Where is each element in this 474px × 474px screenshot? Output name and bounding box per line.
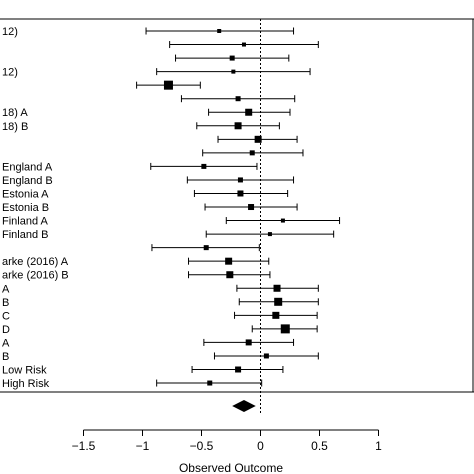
point-estimate xyxy=(234,122,242,130)
study-label: England B xyxy=(2,175,53,187)
study-label: Low Risk xyxy=(2,365,47,377)
point-estimate xyxy=(280,218,285,223)
study-row xyxy=(150,162,258,170)
point-estimate xyxy=(274,297,283,306)
study-label: England A xyxy=(2,161,53,173)
point-estimate xyxy=(249,150,255,156)
x-tick-label: 0 xyxy=(257,439,264,453)
study-row xyxy=(193,189,289,197)
study-row xyxy=(204,203,298,211)
study-label: B xyxy=(2,297,9,309)
study-row xyxy=(208,108,291,116)
point-estimate xyxy=(237,190,244,197)
study-label: 12) xyxy=(2,67,18,79)
study-row xyxy=(188,271,271,279)
study-label: 18) B xyxy=(2,121,28,133)
study-label: High Risk xyxy=(2,378,50,390)
summary-diamond xyxy=(232,400,256,412)
point-estimate xyxy=(263,353,269,359)
study-row xyxy=(203,338,295,346)
study-row xyxy=(213,352,319,360)
point-estimate xyxy=(203,245,209,251)
study-label: arke (2016) B xyxy=(2,270,69,282)
study-label: A xyxy=(2,337,10,349)
study-row xyxy=(236,284,319,292)
study-label: A xyxy=(2,283,10,295)
study-row xyxy=(202,149,304,157)
study-row xyxy=(156,379,263,387)
x-tick-label: −1.5 xyxy=(72,439,96,453)
study-label: 18) A xyxy=(2,107,28,119)
point-estimate xyxy=(272,311,280,319)
study-label: Finland A xyxy=(2,216,49,228)
point-estimate xyxy=(254,135,262,143)
point-estimate xyxy=(231,69,236,74)
study-row xyxy=(217,135,298,143)
point-estimate xyxy=(235,366,242,373)
x-axis-label: Observed Outcome xyxy=(179,461,283,474)
x-tick-label: 0.5 xyxy=(311,439,328,453)
point-estimate xyxy=(217,29,222,33)
point-estimate xyxy=(235,96,241,102)
study-row xyxy=(169,41,319,49)
point-estimate xyxy=(229,55,235,61)
point-estimate xyxy=(201,163,207,169)
study-rows xyxy=(136,27,341,387)
point-estimate xyxy=(245,108,253,116)
x-tick-label: −0.5 xyxy=(190,439,214,453)
study-row xyxy=(225,217,341,225)
x-tick-label: 1 xyxy=(375,439,382,453)
study-label: Estonia A xyxy=(2,188,49,200)
point-estimate xyxy=(226,271,234,279)
plot-frame xyxy=(0,18,474,393)
study-row xyxy=(136,80,201,90)
study-label: B xyxy=(2,351,9,363)
point-estimate xyxy=(248,204,255,211)
study-label: arke (2016) A xyxy=(2,256,69,268)
point-estimate xyxy=(267,232,272,237)
point-estimate xyxy=(207,380,213,386)
study-row xyxy=(151,244,260,252)
study-row xyxy=(234,311,318,319)
study-row xyxy=(238,297,319,306)
study-row xyxy=(145,27,295,35)
study-row xyxy=(191,366,284,373)
study-row xyxy=(186,176,295,184)
study-row xyxy=(251,324,318,334)
x-axis: −1.5 −1 −0.5 0 0.5 1 xyxy=(72,429,382,453)
point-estimate xyxy=(241,42,246,47)
study-row xyxy=(156,68,311,76)
study-row xyxy=(196,122,280,130)
point-estimate xyxy=(163,80,173,90)
study-label: Estonia B xyxy=(2,202,49,214)
study-label: C xyxy=(2,310,10,322)
study-label: 12) xyxy=(2,26,18,38)
point-estimate xyxy=(280,324,290,334)
x-tick-label: −1 xyxy=(136,439,150,453)
study-label: D xyxy=(2,324,10,336)
point-estimate xyxy=(225,257,233,265)
point-estimate xyxy=(237,177,243,183)
study-row xyxy=(188,257,270,265)
study-row xyxy=(175,54,290,62)
point-estimate xyxy=(245,339,252,346)
point-estimate xyxy=(273,284,281,292)
study-row xyxy=(180,95,296,103)
study-label: Finland B xyxy=(2,229,48,241)
study-row xyxy=(205,230,335,238)
